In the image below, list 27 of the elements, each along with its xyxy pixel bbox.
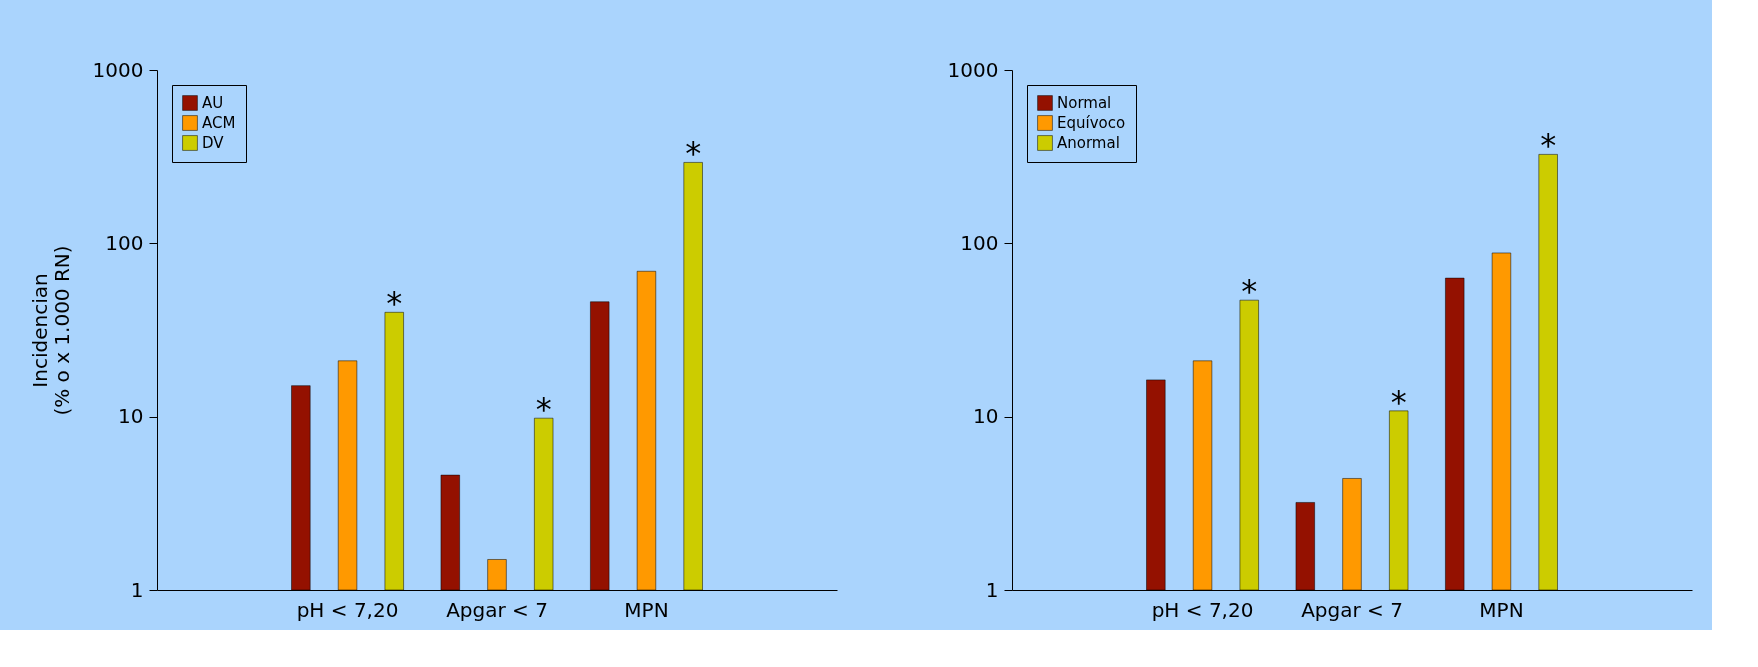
x-tick-label: pH < 7,20 xyxy=(1151,597,1254,622)
y-tick-label: 100 xyxy=(960,230,999,255)
y-tick-label: 1000 xyxy=(92,57,144,82)
legend-label: AU xyxy=(202,94,224,112)
annotation: * xyxy=(1241,272,1258,311)
legend-label: ACM xyxy=(202,114,236,132)
legend-label: Equívoco xyxy=(1057,114,1126,132)
x-tick-label: Apgar < 7 xyxy=(1301,597,1403,622)
y-tick-label: 10 xyxy=(973,404,999,429)
annotation: * xyxy=(1540,126,1557,165)
annotation: * xyxy=(535,390,552,429)
x-tick-label: Apgar < 7 xyxy=(446,597,548,622)
legend-label: Normal xyxy=(1057,94,1112,112)
legend-label: DV xyxy=(202,134,225,152)
x-tick-label: MPN xyxy=(624,597,669,622)
y-tick-label: 1 xyxy=(130,577,144,602)
y-tick-label: 10 xyxy=(118,404,144,429)
annotation: * xyxy=(685,134,702,173)
annotation: * xyxy=(386,284,403,323)
x-tick-label: pH < 7,20 xyxy=(296,597,399,622)
y-tick-label: 1000 xyxy=(947,57,999,82)
annotation: * xyxy=(1390,382,1407,421)
legend-label: Anormal xyxy=(1057,134,1120,152)
y-tick-label: 1 xyxy=(985,577,999,602)
x-tick-label: MPN xyxy=(1479,597,1524,622)
y-axis-title: Incidencian (% o x 1.000 RN) xyxy=(27,245,74,416)
y-tick-label: 100 xyxy=(105,230,144,255)
